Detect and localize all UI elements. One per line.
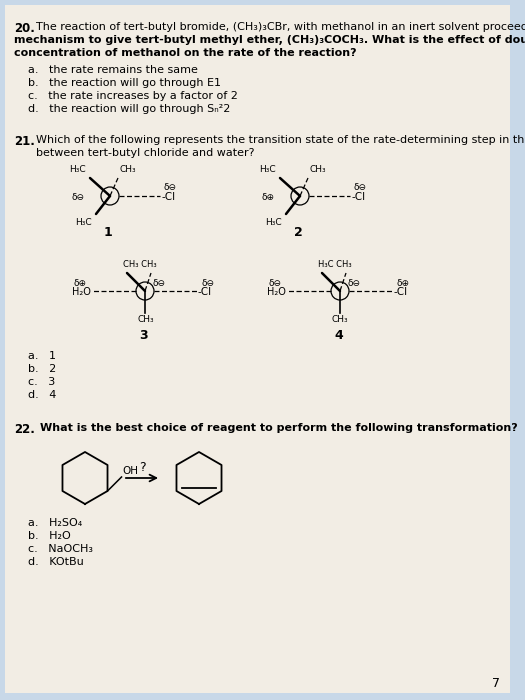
Text: 7: 7: [492, 677, 500, 690]
Text: ?: ?: [139, 461, 145, 474]
Text: 22.: 22.: [14, 423, 35, 436]
Text: b.   2: b. 2: [28, 364, 56, 374]
Text: H₂O: H₂O: [267, 287, 286, 297]
Text: CH₃: CH₃: [309, 165, 326, 174]
Text: 21.: 21.: [14, 135, 35, 148]
Text: OH: OH: [122, 466, 139, 476]
Text: δ⊕: δ⊕: [396, 279, 410, 288]
Text: c.   3: c. 3: [28, 377, 55, 387]
Text: H₃C CH₃: H₃C CH₃: [318, 260, 352, 269]
Text: δ⊖: δ⊖: [152, 279, 165, 288]
Text: 3: 3: [139, 329, 148, 342]
Text: δ⊖: δ⊖: [348, 279, 361, 288]
Text: 1: 1: [104, 226, 113, 239]
Text: -Cl: -Cl: [351, 192, 365, 202]
Text: δ⊖: δ⊖: [71, 193, 84, 202]
Text: CH₃: CH₃: [119, 165, 135, 174]
Text: c.   NaOCH₃: c. NaOCH₃: [28, 544, 93, 554]
Text: a.   H₂SO₄: a. H₂SO₄: [28, 518, 82, 528]
Text: Which of the following represents the transition state of the rate-determining s: Which of the following represents the tr…: [36, 135, 525, 145]
Text: -Cl: -Cl: [393, 287, 407, 297]
Text: concentration of methanol on the rate of the reaction?: concentration of methanol on the rate of…: [14, 48, 356, 58]
Text: δ⊕: δ⊕: [74, 279, 87, 288]
Text: a.   the rate remains the same: a. the rate remains the same: [28, 65, 198, 75]
Text: mechanism to give tert-butyl methyl ether, (CH₃)₃COCH₃. What is the effect of do: mechanism to give tert-butyl methyl ethe…: [14, 35, 525, 45]
Text: H₃C: H₃C: [259, 165, 276, 174]
Text: c.   the rate increases by a factor of 2: c. the rate increases by a factor of 2: [28, 91, 238, 101]
FancyBboxPatch shape: [5, 5, 510, 693]
Text: -Cl: -Cl: [198, 287, 212, 297]
Text: What is the best choice of reagent to perform the following transformation?: What is the best choice of reagent to pe…: [40, 423, 518, 433]
Text: H₃C: H₃C: [76, 218, 92, 227]
Text: CH₃ CH₃: CH₃ CH₃: [123, 260, 156, 269]
Text: b.   H₂O: b. H₂O: [28, 531, 71, 541]
Text: a.   1: a. 1: [28, 351, 56, 361]
Text: The reaction of tert-butyl bromide, (CH₃)₃CBr, with methanol in an inert solvent: The reaction of tert-butyl bromide, (CH₃…: [36, 22, 525, 32]
Text: 4: 4: [334, 329, 343, 342]
Text: b.   the reaction will go through E1: b. the reaction will go through E1: [28, 78, 221, 88]
Text: δ⊕: δ⊕: [261, 193, 274, 202]
Text: δ⊖: δ⊖: [163, 183, 176, 192]
Text: between tert-butyl chloride and water?: between tert-butyl chloride and water?: [36, 148, 255, 158]
Text: -Cl: -Cl: [161, 192, 175, 202]
Text: δ⊖: δ⊖: [353, 183, 366, 192]
Text: d.   KOtBu: d. KOtBu: [28, 557, 84, 567]
Text: H₂O: H₂O: [72, 287, 91, 297]
Text: 2: 2: [294, 226, 303, 239]
Text: CH₃: CH₃: [332, 315, 349, 324]
Text: H₃C: H₃C: [69, 165, 86, 174]
Text: δ⊖: δ⊖: [268, 279, 281, 288]
Text: d.   4: d. 4: [28, 390, 56, 400]
Text: CH₃: CH₃: [137, 315, 154, 324]
Text: d.   the reaction will go through Sₙ²2: d. the reaction will go through Sₙ²2: [28, 104, 230, 114]
Text: H₃C: H₃C: [265, 218, 282, 227]
Text: δ⊖: δ⊖: [202, 279, 215, 288]
Text: 20.: 20.: [14, 22, 35, 35]
